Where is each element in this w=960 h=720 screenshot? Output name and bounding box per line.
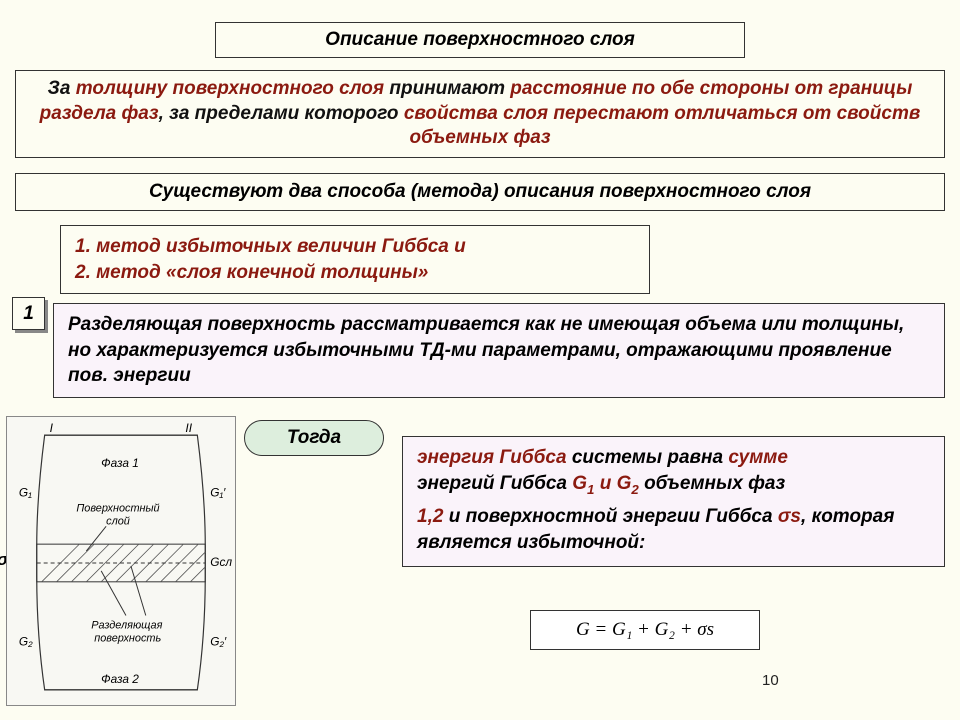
txt: сумме	[728, 447, 788, 468]
svg-text:II: II	[185, 421, 192, 435]
svg-text:G₁: G₁	[19, 486, 32, 500]
txt: объемных фаз	[639, 473, 785, 494]
marker-1: 1	[12, 297, 45, 330]
svg-text:Gсл: Gсл	[210, 555, 232, 569]
txt: 1,2	[417, 506, 449, 527]
def-fragment: принимают	[389, 78, 510, 99]
svg-text:Разделяющая: Разделяющая	[91, 619, 162, 631]
svg-text:Фаза 2: Фаза 2	[101, 672, 139, 686]
svg-text:I: I	[50, 421, 54, 435]
methods-list-box: 1. метод избыточных величин Гиббса и 2. …	[60, 225, 650, 294]
svg-text:слой: слой	[106, 515, 130, 527]
txt: энергий Гиббса	[417, 473, 572, 494]
description-box: Разделяющая поверхность рассматривается …	[53, 303, 945, 398]
def-fragment: , за пределами которого	[159, 103, 404, 124]
method-1: 1. метод избыточных величин Гиббса и	[75, 234, 635, 260]
def-fragment: За	[48, 78, 76, 99]
txt: G1 и G2	[572, 473, 639, 494]
phase-diagram: I II Фаза 1 Фаза 2 Поверхностный слой Ра…	[6, 416, 236, 706]
txt: и поверхностной энергии Гиббса	[449, 506, 778, 527]
txt: системы равна	[572, 447, 728, 468]
svg-text:поверхность: поверхность	[94, 632, 161, 644]
svg-text:G₁′: G₁′	[210, 486, 226, 500]
txt: σs	[778, 506, 801, 527]
formula-box: G = G₁ + G₂ + σs	[530, 610, 760, 650]
svg-text:G₂′: G₂′	[210, 634, 227, 648]
def-fragment: свойства слоя перестают отличаться от св…	[404, 103, 921, 149]
txt: энергия Гиббса	[417, 447, 572, 468]
svg-text:Фаза 1: Фаза 1	[101, 456, 139, 470]
def-fragment: толщину поверхностного слоя	[76, 78, 390, 99]
definition-box: За толщину поверхностного слоя принимают…	[15, 70, 945, 158]
svg-text:G₂: G₂	[19, 634, 33, 648]
page-number: 10	[762, 672, 779, 689]
svg-text:Поверхностный: Поверхностный	[76, 502, 159, 514]
gibbs-energy-box: энергия Гиббса системы равна сумме энерг…	[402, 436, 945, 567]
title-box: Описание поверхностного слоя	[215, 22, 745, 58]
method-2: 2. метод «слоя конечной толщины»	[75, 260, 635, 286]
methods-title-box: Существуют два способа (метода) описания…	[15, 173, 945, 211]
togda-badge: Тогда	[244, 420, 384, 456]
